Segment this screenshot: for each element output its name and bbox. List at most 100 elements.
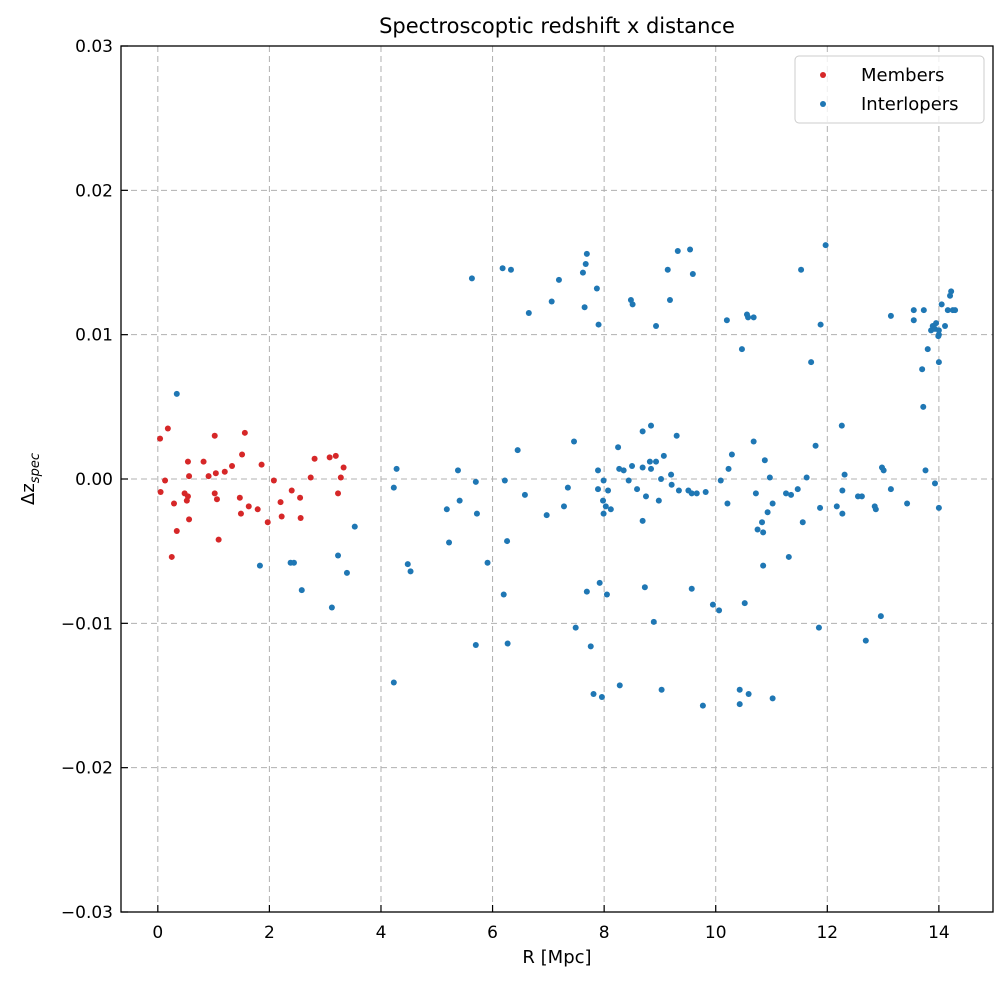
point-interlopers <box>173 390 180 397</box>
point-interlopers <box>620 467 627 474</box>
point-members <box>171 500 178 507</box>
point-interlopers <box>404 561 411 568</box>
point-interlopers <box>872 506 879 513</box>
point-interlopers <box>887 486 894 493</box>
point-interlopers <box>817 504 824 511</box>
point-interlopers <box>725 465 732 472</box>
point-interlopers <box>877 613 884 620</box>
point-interlopers <box>668 481 675 488</box>
point-members <box>157 435 164 442</box>
point-interlopers <box>668 471 675 478</box>
point-members <box>215 536 222 543</box>
point-interlopers <box>625 477 632 484</box>
point-interlopers <box>944 307 951 314</box>
point-members <box>200 458 207 465</box>
point-interlopers <box>653 323 660 330</box>
x-axis-label: R [Mpc] <box>522 947 591 968</box>
legend-marker-interlopers <box>820 101 826 107</box>
point-interlopers <box>741 600 748 607</box>
point-interlopers <box>629 301 636 308</box>
point-members <box>205 473 212 480</box>
point-interlopers <box>935 359 942 366</box>
point-interlopers <box>938 301 945 308</box>
x-tick-label: 14 <box>928 923 950 943</box>
point-interlopers <box>709 601 716 608</box>
point-members <box>211 490 218 497</box>
point-interlopers <box>596 579 603 586</box>
point-interlopers <box>593 285 600 292</box>
point-interlopers <box>935 331 942 338</box>
point-members <box>229 463 236 470</box>
point-interlopers <box>838 422 845 429</box>
point-interlopers <box>499 265 506 272</box>
point-interlopers <box>393 465 400 472</box>
point-interlopers <box>798 266 805 273</box>
point-interlopers <box>646 458 653 465</box>
legend-label-interlopers: Interlopers <box>861 94 959 115</box>
point-interlopers <box>564 484 571 491</box>
point-interlopers <box>858 493 865 500</box>
y-axis-label-base: Δz <box>18 483 39 505</box>
y-tick-label: 0.02 <box>75 181 113 201</box>
grid <box>121 46 993 912</box>
point-interlopers <box>543 512 550 519</box>
point-interlopers <box>603 591 610 598</box>
point-interlopers <box>587 643 594 650</box>
point-members <box>258 461 265 468</box>
point-interlopers <box>648 422 655 429</box>
point-members <box>326 454 333 461</box>
point-interlopers <box>484 559 491 566</box>
x-tick-label: 8 <box>599 923 610 943</box>
point-interlopers <box>660 452 667 459</box>
point-members <box>307 474 314 481</box>
point-members <box>254 506 261 513</box>
point-interlopers <box>634 486 641 493</box>
point-interlopers <box>723 317 730 324</box>
point-members <box>168 553 175 560</box>
point-interlopers <box>582 260 589 267</box>
point-members <box>277 499 284 506</box>
point-interlopers <box>920 403 927 410</box>
point-interlopers <box>822 242 829 249</box>
point-interlopers <box>595 467 602 474</box>
point-members <box>186 473 193 480</box>
point-interlopers <box>761 457 768 464</box>
point-members <box>270 477 277 484</box>
point-interlopers <box>639 428 646 435</box>
point-interlopers <box>500 591 507 598</box>
point-interlopers <box>750 438 757 445</box>
point-interlopers <box>616 682 623 689</box>
point-members <box>236 494 243 501</box>
point-interlopers <box>583 250 590 257</box>
point-interlopers <box>919 366 926 373</box>
legend-label-members: Members <box>861 65 944 86</box>
point-interlopers <box>507 266 514 273</box>
point-interlopers <box>472 641 479 648</box>
y-tick-label: −0.02 <box>61 759 113 779</box>
point-interlopers <box>446 539 453 546</box>
point-interlopers <box>788 491 795 498</box>
point-interlopers <box>560 503 567 510</box>
point-members <box>213 496 220 503</box>
point-interlopers <box>629 463 636 470</box>
point-interlopers <box>935 504 942 511</box>
point-members <box>278 513 285 520</box>
point-interlopers <box>674 247 681 254</box>
point-interlopers <box>607 506 614 513</box>
point-interlopers <box>351 523 358 530</box>
point-interlopers <box>799 519 806 526</box>
point-interlopers <box>931 480 938 487</box>
point-interlopers <box>760 529 767 536</box>
point-interlopers <box>658 686 665 693</box>
point-interlopers <box>328 604 335 611</box>
point-interlopers <box>581 304 588 311</box>
x-tick-label: 0 <box>152 923 163 943</box>
point-members <box>221 468 228 475</box>
point-interlopers <box>717 477 724 484</box>
point-interlopers <box>887 312 894 319</box>
point-interlopers <box>738 346 745 353</box>
point-interlopers <box>716 607 723 614</box>
point-interlopers <box>650 618 657 625</box>
point-interlopers <box>666 297 673 304</box>
point-interlopers <box>443 506 450 513</box>
